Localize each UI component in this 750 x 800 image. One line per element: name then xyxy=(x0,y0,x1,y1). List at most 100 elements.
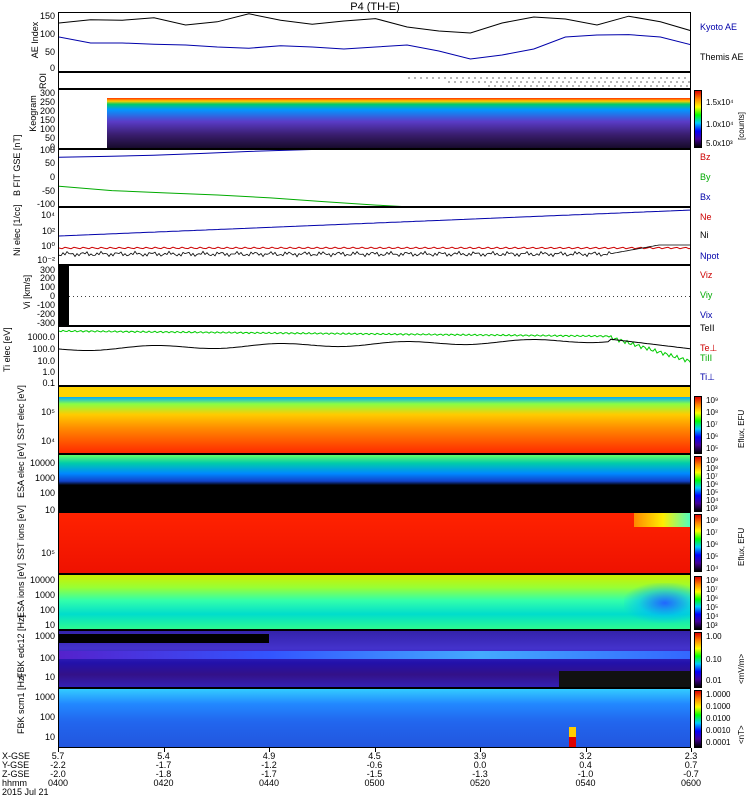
sst-elec-cb-tick: 10⁵ xyxy=(706,444,719,453)
x-tick-label: 0.0 xyxy=(473,760,487,770)
x-tick-label: 3.2 xyxy=(579,751,592,761)
roi-mark xyxy=(608,85,610,87)
roi-mark xyxy=(658,81,660,83)
sst-elec-tick: 10⁵ xyxy=(41,407,55,417)
esa-ion-tick: 10000 xyxy=(29,575,55,585)
roi-mark xyxy=(624,77,626,79)
roi-mark xyxy=(636,77,638,79)
roi-mark xyxy=(546,77,548,79)
roi-mark xyxy=(526,81,528,83)
esa-elec-spectrogram xyxy=(59,455,690,511)
x-tick-label: -1.0 xyxy=(577,769,594,779)
roi-mark xyxy=(626,85,628,87)
esa-ion-tick: 100 xyxy=(39,605,55,615)
fbk-scm-cb-label: <nT> xyxy=(737,725,746,744)
keogram-tick: 200 xyxy=(39,106,55,116)
sst-ion-cb-tick: 10⁷ xyxy=(706,528,718,537)
ae-tick: 0 xyxy=(49,63,55,73)
sst-elec-colorbar xyxy=(694,396,702,454)
roi-mark xyxy=(408,77,410,79)
x-tick-label: 2.3 xyxy=(684,751,698,761)
density-tick: 10⁴ xyxy=(41,210,55,220)
sst-ion-panel xyxy=(58,512,691,574)
date-label: 2015 Jul 21 xyxy=(2,787,49,797)
roi-mark xyxy=(462,77,464,79)
esa-ion-cb-tick: 10⁶ xyxy=(706,594,719,603)
series-tiii xyxy=(59,329,690,363)
velocity-tick: -100 xyxy=(36,300,55,310)
roi-mark xyxy=(592,81,594,83)
x-tick-label: -1.7 xyxy=(155,760,172,770)
roi-mark xyxy=(492,77,494,79)
temperature-ylabel: Ti elec [eV] xyxy=(2,327,12,372)
legend-kyoto-ae: Kyoto AE xyxy=(700,22,738,32)
x-tick-label: 0420 xyxy=(153,778,174,788)
bfield-panel xyxy=(58,149,691,207)
sst-ion-highlight xyxy=(634,513,690,527)
roi-mark xyxy=(544,81,546,83)
esa-ion-panel xyxy=(58,574,691,630)
roi-mark xyxy=(648,77,650,79)
sst-ion-colorbar xyxy=(694,514,702,572)
keogram-cb-tick: 5.0x10³ xyxy=(706,139,733,148)
velocity-tick: -200 xyxy=(36,309,55,319)
x-tick-label: 5.7 xyxy=(51,751,65,761)
ae-index-panel xyxy=(58,12,691,72)
sst-ion-spectrogram xyxy=(59,513,690,573)
fbk-edc-dark-band xyxy=(59,634,269,643)
bfield-plot xyxy=(59,150,402,206)
x-tick-label: -1.3 xyxy=(472,769,488,779)
density-plot xyxy=(59,209,690,258)
roi-mark xyxy=(586,81,588,83)
esa-ion-spectrogram xyxy=(59,575,690,629)
esa-ion-tick: 10 xyxy=(44,620,55,630)
velocity-saturation xyxy=(59,266,69,325)
roi-mark xyxy=(488,85,490,87)
roi-mark xyxy=(514,81,516,83)
x-tick-label: -1.5 xyxy=(366,769,383,779)
roi-mark xyxy=(538,81,540,83)
roi-mark xyxy=(690,77,691,78)
legend-teii: TeII xyxy=(700,323,715,333)
bfield-tick: -100 xyxy=(36,199,55,209)
roi-mark xyxy=(432,77,434,79)
roi-mark xyxy=(660,77,662,79)
roi-mark xyxy=(444,77,446,79)
roi-mark xyxy=(628,81,630,83)
fbk-scm-tick: 10 xyxy=(44,732,55,742)
x-tick-label: -2.2 xyxy=(50,760,66,770)
sst-ion-tick: 10⁵ xyxy=(41,548,55,558)
sst-elec-cb-tick: 10⁷ xyxy=(706,420,718,429)
esa-ion-cb-tick: 10⁴ xyxy=(706,612,719,621)
x-tick-label: -0.7 xyxy=(683,769,699,779)
roi-mark xyxy=(454,81,456,83)
density-tick: 10⁰ xyxy=(41,241,55,251)
fbk-scm-colorbar xyxy=(694,690,702,748)
x-tick-label: 4.9 xyxy=(262,751,276,761)
esa-ion-cb-tick: 10³ xyxy=(706,621,718,630)
sst-elec-tick: 10⁴ xyxy=(41,436,55,446)
fbk-scm-spike xyxy=(569,737,576,747)
roi-mark xyxy=(572,85,574,87)
roi-mark xyxy=(656,85,658,87)
ae-tick: 100 xyxy=(39,29,55,39)
x-tick-mark xyxy=(480,748,481,752)
roi-mark xyxy=(662,85,664,87)
roi-mark xyxy=(638,85,640,87)
x-tick-label: 0500 xyxy=(364,778,385,788)
roi-mark xyxy=(542,85,544,87)
roi-mark xyxy=(570,77,572,79)
roi-plot xyxy=(408,77,691,87)
keogram-tick: 100 xyxy=(39,124,55,134)
roi-mark xyxy=(650,85,652,87)
sst-elec-top-band xyxy=(59,387,690,397)
fbk-scm-cb-tick: 0.1000 xyxy=(706,702,731,711)
roi-mark xyxy=(682,81,684,83)
x-tick-label: -0.6 xyxy=(366,760,383,770)
roi-mark xyxy=(496,81,498,83)
roi-mark xyxy=(580,81,582,83)
roi-mark xyxy=(680,85,682,87)
roi-mark xyxy=(502,81,504,83)
roi-mark xyxy=(494,85,496,87)
x-tick-label: 4.5 xyxy=(368,751,381,761)
